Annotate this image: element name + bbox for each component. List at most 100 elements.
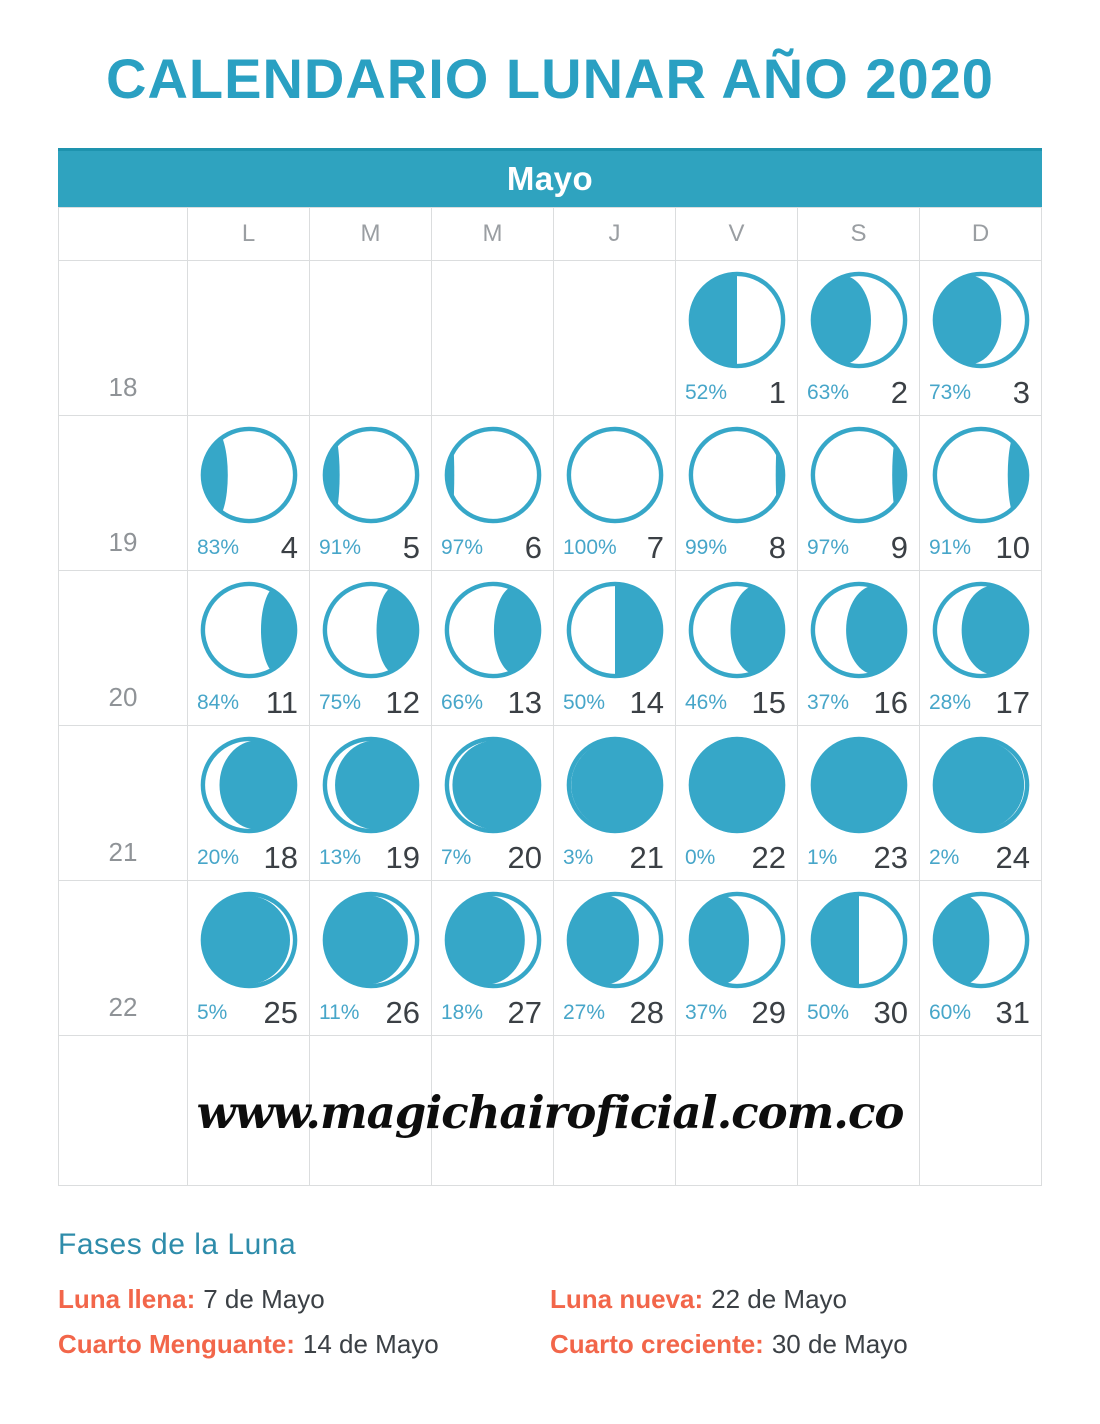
day-cell: 84% 11	[188, 571, 310, 726]
day-cell: 50% 14	[554, 571, 676, 726]
day-cell: 52% 1	[676, 261, 798, 416]
day-cell: 73% 3	[920, 261, 1042, 416]
moon-phase-icon	[322, 426, 419, 524]
day-number: 24	[995, 840, 1030, 875]
phase-item: Luna nueva: 22 de Mayo	[550, 1284, 998, 1315]
moon-phase-icon	[932, 426, 1029, 524]
illumination-percent: 52%	[685, 381, 728, 404]
day-header-label: L	[241, 220, 256, 247]
moon-phase-icon	[200, 891, 297, 989]
day-cell: 75% 12	[310, 571, 432, 726]
phase-label: Cuarto creciente:	[550, 1329, 764, 1359]
day-number: 17	[995, 685, 1030, 720]
day-number: 5	[402, 530, 420, 565]
day-number: 13	[507, 685, 542, 720]
moon-phase-icon	[322, 891, 419, 989]
moon-phase-icon	[566, 426, 663, 524]
illumination-percent: 20%	[197, 846, 240, 869]
day-cell: 37% 29	[676, 881, 798, 1036]
illumination-percent: 3%	[563, 846, 594, 869]
moon-phase-icon	[810, 581, 907, 679]
day-cell: 83% 4	[188, 416, 310, 571]
illumination-percent: 97%	[807, 536, 850, 559]
moon-phase-icon	[688, 581, 785, 679]
day-cell: 63% 2	[798, 261, 920, 416]
day-cell: 27% 28	[554, 881, 676, 1036]
day-cell: 46% 15	[676, 571, 798, 726]
empty-day-cell	[432, 261, 554, 416]
moon-phase-icon	[810, 736, 907, 834]
day-header-label: V	[728, 220, 745, 247]
day-number: 1	[768, 375, 786, 410]
day-number: 21	[629, 840, 664, 875]
corner-cell	[59, 208, 188, 261]
day-number: 9	[890, 530, 908, 565]
moon-phase-icon	[932, 271, 1029, 369]
day-header-cell: L	[188, 208, 310, 261]
day-number: 20	[507, 840, 542, 875]
day-cell: 97% 6	[432, 416, 554, 571]
day-header-label: M	[482, 220, 503, 247]
day-cell: 97% 9	[798, 416, 920, 571]
phase-item: Luna llena: 7 de Mayo	[58, 1284, 550, 1315]
illumination-percent: 66%	[441, 691, 484, 714]
moon-phase-icon	[444, 581, 541, 679]
calendar-grid: L M M J V S D 18 52% 1 63% 2 73% 3 19 83% 4 91% 5 97%…	[58, 207, 1042, 1186]
day-number: 18	[263, 840, 298, 875]
illumination-percent: 73%	[929, 381, 972, 404]
illumination-percent: 60%	[929, 1001, 972, 1024]
day-number: 30	[873, 995, 908, 1030]
illumination-percent: 37%	[685, 1001, 728, 1024]
month-label: Mayo	[506, 160, 594, 197]
day-cell: 7% 20	[432, 726, 554, 881]
phase-label: Luna llena:	[58, 1284, 196, 1314]
illumination-percent: 84%	[197, 691, 240, 714]
illumination-percent: 7%	[441, 846, 472, 869]
day-number: 16	[873, 685, 908, 720]
week-number: 18	[108, 372, 138, 402]
empty-day-cell	[310, 261, 432, 416]
day-number: 29	[751, 995, 786, 1030]
week-number-cell: 22	[59, 881, 188, 1036]
phase-value: 7 de Mayo	[203, 1284, 325, 1314]
week-number-cell: 19	[59, 416, 188, 571]
empty-footer-cell	[59, 1036, 188, 1186]
month-banner: Mayo	[58, 148, 1042, 207]
day-number: 31	[995, 995, 1030, 1030]
phase-label: Luna nueva:	[550, 1284, 704, 1314]
day-cell: 99% 8	[676, 416, 798, 571]
day-header-cell: M	[432, 208, 554, 261]
illumination-percent: 1%	[807, 846, 838, 869]
day-cell: 11% 26	[310, 881, 432, 1036]
phases-heading: Fases de la Luna	[58, 1228, 297, 1261]
empty-footer-cell	[554, 1036, 676, 1186]
moon-phase-icon	[810, 426, 907, 524]
moon-phase-icon	[932, 736, 1029, 834]
moon-phase-icon	[566, 736, 663, 834]
day-number: 3	[1012, 375, 1030, 410]
day-cell: 50% 30	[798, 881, 920, 1036]
day-header-cell: V	[676, 208, 798, 261]
empty-day-cell	[188, 261, 310, 416]
illumination-percent: 91%	[929, 536, 972, 559]
day-number: 19	[385, 840, 420, 875]
moon-phase-icon	[566, 891, 663, 989]
day-number: 25	[263, 995, 298, 1030]
day-number: 11	[265, 685, 298, 720]
moon-phase-icon	[932, 581, 1029, 679]
illumination-percent: 18%	[441, 1001, 484, 1024]
day-header-label: J	[608, 220, 621, 247]
illumination-percent: 5%	[197, 1001, 228, 1024]
empty-footer-cell	[310, 1036, 432, 1186]
illumination-percent: 46%	[685, 691, 728, 714]
day-number: 23	[873, 840, 908, 875]
page-title: CALENDARIO LUNAR AÑO 2020	[106, 47, 994, 110]
moon-phase-icon	[444, 426, 541, 524]
day-cell: 66% 13	[432, 571, 554, 726]
illumination-percent: 83%	[197, 536, 240, 559]
empty-footer-cell	[188, 1036, 310, 1186]
illumination-percent: 28%	[929, 691, 972, 714]
day-header-label: D	[971, 220, 990, 247]
day-number: 15	[751, 685, 786, 720]
